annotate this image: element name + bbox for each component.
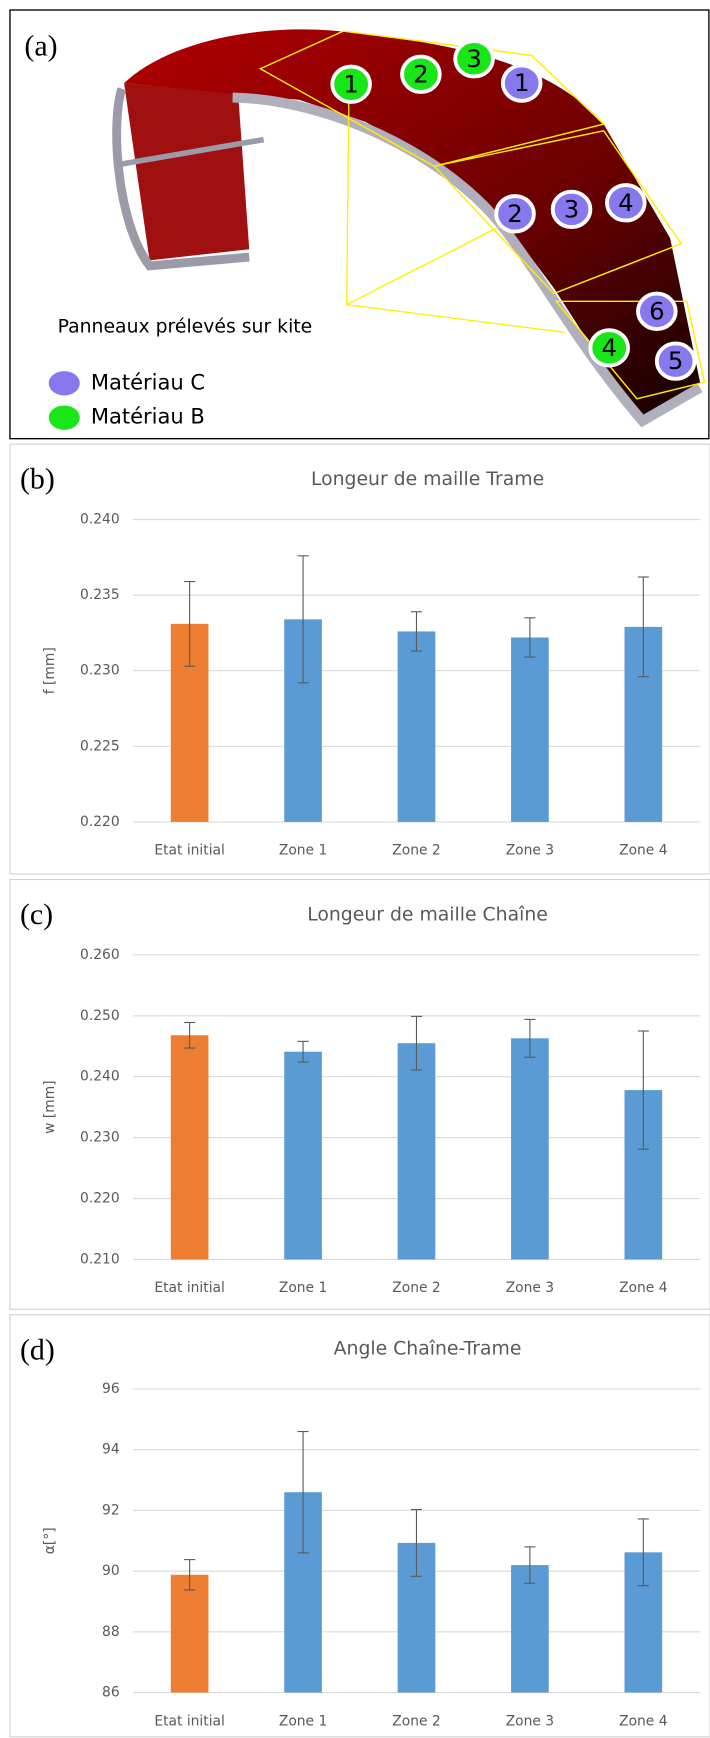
legend-label: Matériau C	[91, 369, 205, 394]
legend-label: Matériau B	[91, 404, 205, 429]
error-bar	[410, 1015, 423, 1071]
y-axis-label: α[°]	[42, 1527, 58, 1554]
panel-number: 4	[601, 333, 617, 362]
panel-marker	[500, 63, 543, 103]
x-tick-label: Zone 2	[392, 1280, 440, 1296]
panel-label: (b)	[20, 463, 55, 496]
legend-swatch	[48, 371, 80, 396]
x-tick-label: Zone 1	[279, 1280, 327, 1296]
bar	[170, 1574, 209, 1693]
panel-number: 2	[413, 59, 428, 88]
x-tick-label: Zone 3	[506, 1713, 554, 1729]
panel-marker	[330, 64, 372, 104]
chart-title: Angle Chaîne-Trame	[334, 1339, 522, 1360]
annotation: Panneaux prélevés sur kite	[58, 316, 313, 337]
error-bar	[184, 1021, 196, 1049]
error-bar	[184, 1559, 196, 1591]
x-tick-label: Zone 2	[392, 1713, 440, 1729]
error-bar	[297, 1430, 309, 1554]
y-tick-label: 86	[102, 1685, 120, 1701]
y-tick-label: 0.220	[80, 1191, 120, 1207]
y-tick-label: 90	[102, 1563, 120, 1579]
legend-swatch	[48, 405, 80, 430]
panel-marker	[550, 189, 593, 230]
panel-number: 2	[507, 199, 523, 228]
panel-number: 3	[564, 195, 580, 224]
x-tick-label: Zone 4	[619, 1713, 668, 1729]
y-axis-label: f [mm]	[42, 647, 58, 694]
x-tick-label: Zone 3	[506, 843, 554, 859]
y-tick-label: 0.230	[80, 1130, 120, 1146]
error-bar	[297, 555, 309, 684]
panel-marker	[453, 39, 495, 79]
y-tick-label: 0.230	[80, 663, 120, 679]
y-tick-label: 0.240	[80, 1069, 120, 1085]
bar	[511, 637, 549, 822]
x-tick-label: Zone 2	[392, 843, 440, 859]
x-tick-label: Zone 3	[506, 1280, 554, 1296]
chart-frame	[9, 1314, 710, 1738]
panel-label: (d)	[20, 1333, 55, 1366]
x-tick-label: Zone 1	[279, 1713, 327, 1729]
y-tick-label: 88	[102, 1624, 120, 1640]
chart-frame	[9, 878, 710, 1310]
error-bar	[524, 617, 536, 658]
chart-frame	[9, 443, 710, 875]
error-bar	[524, 1546, 536, 1584]
error-bar	[637, 1518, 649, 1587]
y-tick-label: 0.260	[80, 947, 120, 963]
error-bar	[410, 1508, 423, 1577]
panel-number: 6	[649, 296, 665, 325]
x-tick-label: Zone 4	[619, 1280, 668, 1296]
y-tick-label: 0.235	[80, 587, 120, 603]
kite-illustration	[112, 29, 706, 428]
chart-title: Longeur de maille Trame	[311, 469, 544, 490]
x-tick-label: Etat initial	[154, 843, 224, 859]
y-tick-label: 0.210	[80, 1251, 120, 1267]
panel-marker	[654, 341, 697, 381]
y-tick-label: 0.220	[80, 814, 120, 830]
panel-number: 3	[466, 44, 481, 73]
panel-number: 1	[514, 68, 530, 97]
error-bar	[410, 611, 423, 652]
y-tick-label: 0.225	[80, 738, 120, 754]
y-axis-label: w [mm]	[42, 1080, 58, 1133]
bar	[511, 1565, 549, 1693]
x-tick-label: Etat initial	[154, 1280, 224, 1296]
y-tick-label: 0.250	[80, 1008, 120, 1024]
error-bar	[637, 1030, 649, 1150]
panel-marker	[605, 183, 647, 223]
panel-marker	[588, 328, 630, 368]
panel-number: 5	[668, 346, 684, 375]
bar	[397, 631, 436, 822]
error-bar	[637, 576, 649, 678]
y-tick-label: 0.240	[80, 512, 120, 528]
chart-title: Longeur de maille Chaîne	[307, 904, 548, 925]
bar	[397, 1043, 436, 1260]
panel-marker	[636, 291, 678, 331]
panel-marker	[400, 54, 442, 94]
panel-number: 1	[343, 69, 358, 98]
panel-marker	[494, 194, 536, 234]
x-tick-label: Zone 4	[619, 843, 668, 859]
panel-number: 4	[618, 188, 634, 217]
bar	[170, 1035, 209, 1260]
x-tick-label: Etat initial	[154, 1713, 224, 1729]
error-bar	[524, 1018, 536, 1058]
error-bar	[297, 1040, 309, 1063]
y-tick-label: 92	[102, 1502, 120, 1518]
y-tick-label: 94	[102, 1442, 120, 1458]
x-tick-label: Zone 1	[279, 843, 327, 859]
y-tick-label: 96	[102, 1381, 120, 1397]
error-bar	[184, 580, 196, 667]
panel-label: (c)	[20, 898, 53, 931]
bar	[511, 1038, 549, 1260]
panel-label: (a)	[24, 30, 57, 63]
bar	[284, 1051, 322, 1260]
